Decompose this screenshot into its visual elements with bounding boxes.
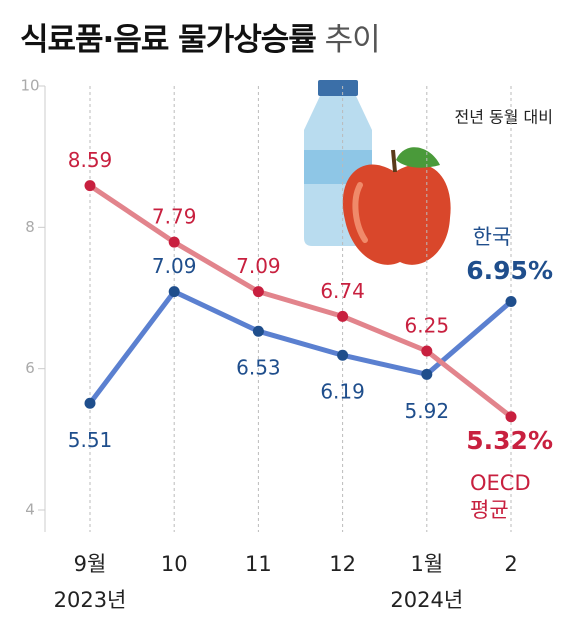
point: [168, 236, 180, 248]
x-tick-label: 9월: [74, 552, 107, 576]
point: [337, 349, 349, 361]
value-label: 7.79: [152, 205, 197, 229]
value-label: 6.74: [320, 279, 365, 303]
subtitle: 전년 동월 대비: [455, 108, 554, 127]
point: [252, 325, 264, 337]
apple: [342, 164, 451, 265]
x-tick-label: 12: [329, 552, 356, 576]
chart-title-suffix: 추이: [324, 22, 381, 58]
illustration: [304, 80, 451, 265]
point: [337, 310, 349, 322]
apple-shine: [352, 182, 368, 243]
value-label: 5.32%: [466, 426, 553, 455]
apple-stem: [391, 149, 397, 173]
point: [421, 368, 433, 380]
bottle-cap: [318, 80, 358, 96]
point: [84, 180, 96, 192]
y-tick-label: 8: [25, 218, 35, 236]
point: [505, 296, 517, 308]
x-tick-label: 1월: [410, 552, 443, 576]
x-sublabel: 2024년: [390, 588, 463, 612]
point: [421, 345, 433, 357]
value-label: 7.09: [236, 254, 281, 278]
value-label: 8.59: [68, 148, 113, 172]
x-tick-label: 2: [504, 552, 517, 576]
series-line: [88, 289, 513, 405]
series-line: [88, 183, 513, 419]
value-label: 6.95%: [466, 256, 553, 285]
x-tick-label: 10: [161, 552, 188, 576]
y-tick-label: 4: [25, 501, 35, 519]
value-label: 6.19: [320, 380, 365, 404]
y-tick-label: 6: [25, 359, 35, 377]
apple-leaf: [396, 147, 440, 168]
series-name: 한국: [473, 225, 512, 249]
series-name: OECD 평균: [470, 471, 531, 522]
x-tick-label: 11: [245, 552, 272, 576]
point: [505, 411, 517, 423]
value-label: 7.09: [152, 254, 197, 278]
x-sublabel: 2023년: [54, 588, 127, 612]
point: [84, 397, 96, 409]
value-label: 5.92: [405, 399, 450, 423]
y-tick-label: 10: [20, 77, 39, 95]
point: [168, 286, 180, 298]
value-label: 6.53: [236, 356, 281, 380]
chart-title: 식료품·음료 물가상승률: [20, 22, 317, 58]
value-label: 5.51: [68, 428, 113, 452]
value-label: 6.25: [405, 314, 450, 338]
title-block: 식료품·음료 물가상승률 추이: [20, 14, 381, 59]
point: [252, 286, 264, 298]
